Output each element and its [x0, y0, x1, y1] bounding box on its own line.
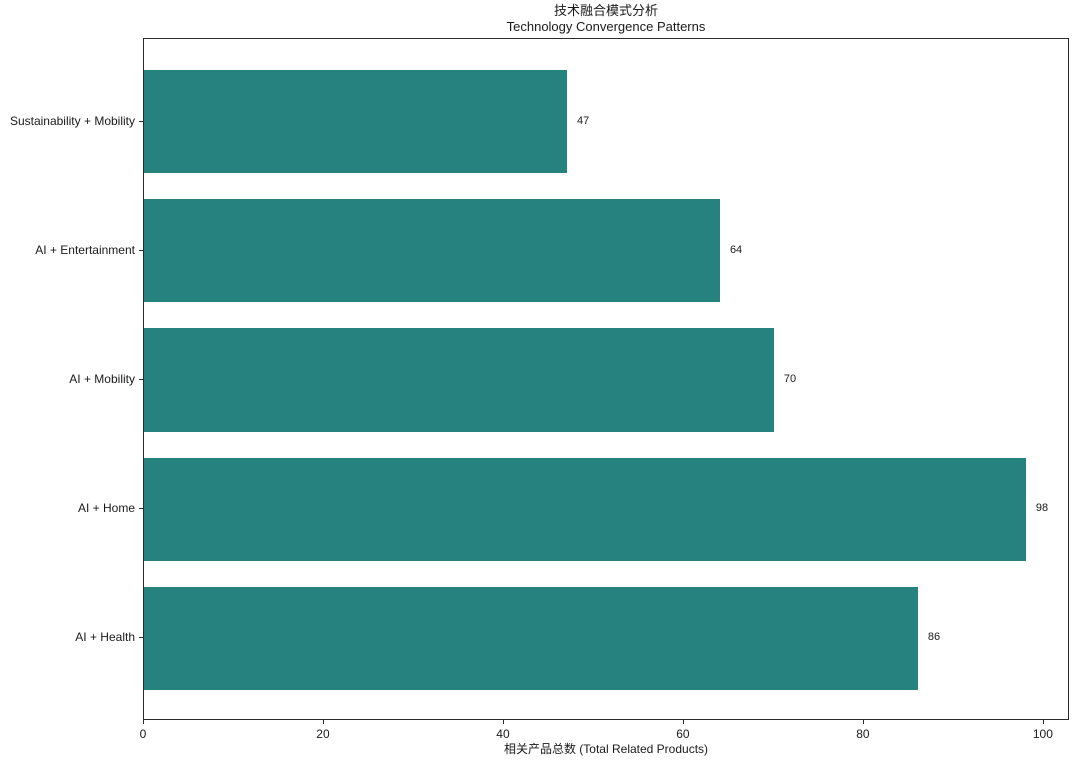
- bar: [144, 70, 567, 174]
- y-tick-label: AI + Home: [77, 501, 135, 516]
- y-tick-label: AI + Entertainment: [35, 242, 135, 257]
- bar: [144, 457, 1026, 561]
- x-tick-mark: [322, 720, 324, 724]
- chart-title-line2: Technology Convergence Patterns: [506, 19, 706, 34]
- x-tick-mark: [1042, 720, 1044, 724]
- y-tick-mark: [139, 379, 143, 380]
- x-tick-label: 100: [1032, 727, 1053, 741]
- bar-value-label: 98: [1035, 502, 1049, 515]
- y-tick-mark: [139, 120, 143, 122]
- x-tick-mark: [862, 720, 864, 724]
- x-tick-label: 0: [139, 727, 147, 741]
- bar-value-label: 86: [927, 631, 941, 644]
- chart-title-line1: 技术融合模式分析: [553, 3, 658, 18]
- bar: [144, 586, 918, 690]
- x-axis-label: 相关产品总数 (Total Related Products): [503, 742, 709, 756]
- y-tick-label: AI + Mobility: [69, 372, 135, 386]
- y-tick-mark: [139, 249, 143, 251]
- bar: [144, 199, 720, 303]
- x-tick-label: 80: [856, 727, 870, 741]
- chart-title: 技术融合模式分析 Technology Convergence Patterns: [143, 3, 1069, 35]
- x-tick-label: 60: [676, 727, 690, 741]
- y-tick-mark: [139, 637, 143, 639]
- x-tick-label: 20: [316, 727, 330, 741]
- bar-value-label: 70: [783, 373, 797, 385]
- bar-value-label: 64: [729, 243, 743, 256]
- x-tick-mark: [143, 720, 144, 724]
- plot-area: 47 64 70 98 86: [143, 38, 1069, 720]
- x-tick-mark: [502, 720, 504, 724]
- y-tick-label: AI + Health: [75, 630, 135, 645]
- bar-value-label: 47: [576, 114, 590, 127]
- y-tick-mark: [139, 508, 143, 510]
- bar: [144, 328, 774, 432]
- y-tick-label: Sustainability + Mobility: [9, 113, 135, 128]
- x-tick-label: 40: [496, 727, 510, 741]
- x-tick-mark: [682, 720, 684, 724]
